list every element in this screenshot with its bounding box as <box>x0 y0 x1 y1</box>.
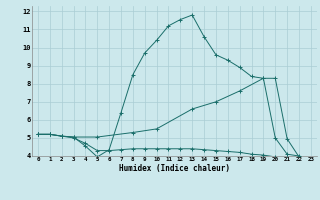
X-axis label: Humidex (Indice chaleur): Humidex (Indice chaleur) <box>119 164 230 173</box>
